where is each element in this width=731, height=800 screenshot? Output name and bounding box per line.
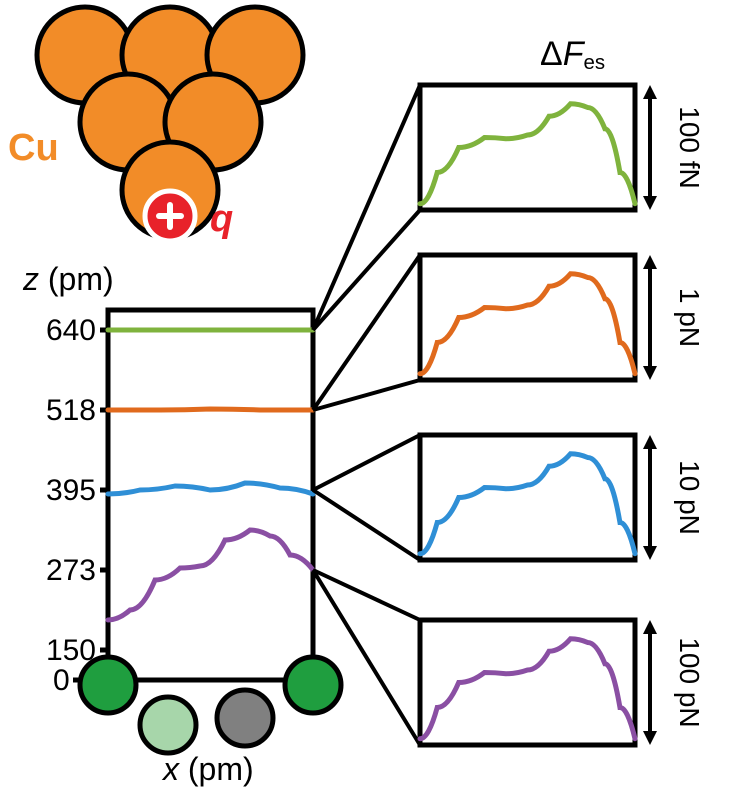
ytick-label: 640 (46, 314, 96, 347)
arrowhead-up-icon (643, 85, 657, 99)
ytick-label: 518 (46, 394, 96, 427)
substrate-atom (80, 657, 136, 713)
x-axis-title: x (pm) (161, 751, 254, 787)
scale-label: 100 pN (674, 637, 705, 727)
connector-line (313, 435, 420, 490)
curve-purple (108, 530, 313, 620)
cu-tip-cluster: Cu q (8, 7, 303, 241)
main-plot-box (108, 310, 313, 680)
substrate-atom (217, 690, 273, 746)
connector-line (313, 490, 420, 560)
inset-box (420, 255, 635, 380)
curve-orange (108, 409, 313, 410)
arrowhead-up-icon (643, 435, 657, 449)
substrate-atom (140, 697, 196, 753)
inset-curve (420, 104, 635, 204)
arrowhead-down-icon (643, 366, 657, 380)
connector-line (313, 210, 420, 330)
inset-curve (420, 454, 635, 554)
z-axis-title: z (pm) (22, 261, 114, 297)
arrowhead-down-icon (643, 731, 657, 745)
q-label: q (210, 198, 233, 240)
inset-panel: 10 pN (313, 435, 705, 560)
inset-box (420, 435, 635, 560)
ytick-label: 395 (46, 474, 96, 507)
connector-line (313, 85, 420, 330)
scale-label: 10 pN (674, 460, 705, 535)
arrowhead-down-icon (643, 196, 657, 210)
curve-blue (108, 483, 313, 494)
figure-canvas: Cuqz (pm)6405183952731500x (pm)ΔFes100 f… (0, 0, 731, 800)
inset-panel: 1 pN (313, 255, 705, 410)
arrowhead-down-icon (643, 546, 657, 560)
inset-panel: 100 fN (313, 85, 705, 330)
connector-line (313, 255, 420, 410)
cu-label: Cu (8, 127, 59, 169)
arrowhead-up-icon (643, 255, 657, 269)
scale-label: 100 fN (674, 106, 705, 189)
inset-box (420, 85, 635, 210)
delta-f-header: ΔFes (540, 35, 605, 74)
inset-curve (420, 274, 635, 374)
main-plot: z (pm)6405183952731500x (pm) (22, 261, 341, 787)
inset-panel: 100 pN (313, 570, 705, 745)
inset-box (420, 620, 635, 745)
substrate-atom (285, 657, 341, 713)
ytick-label: 273 (46, 554, 96, 587)
ytick-label: 0 (53, 664, 70, 697)
arrowhead-up-icon (643, 620, 657, 634)
inset-curve (420, 639, 635, 739)
scale-label: 1 pN (674, 288, 705, 347)
